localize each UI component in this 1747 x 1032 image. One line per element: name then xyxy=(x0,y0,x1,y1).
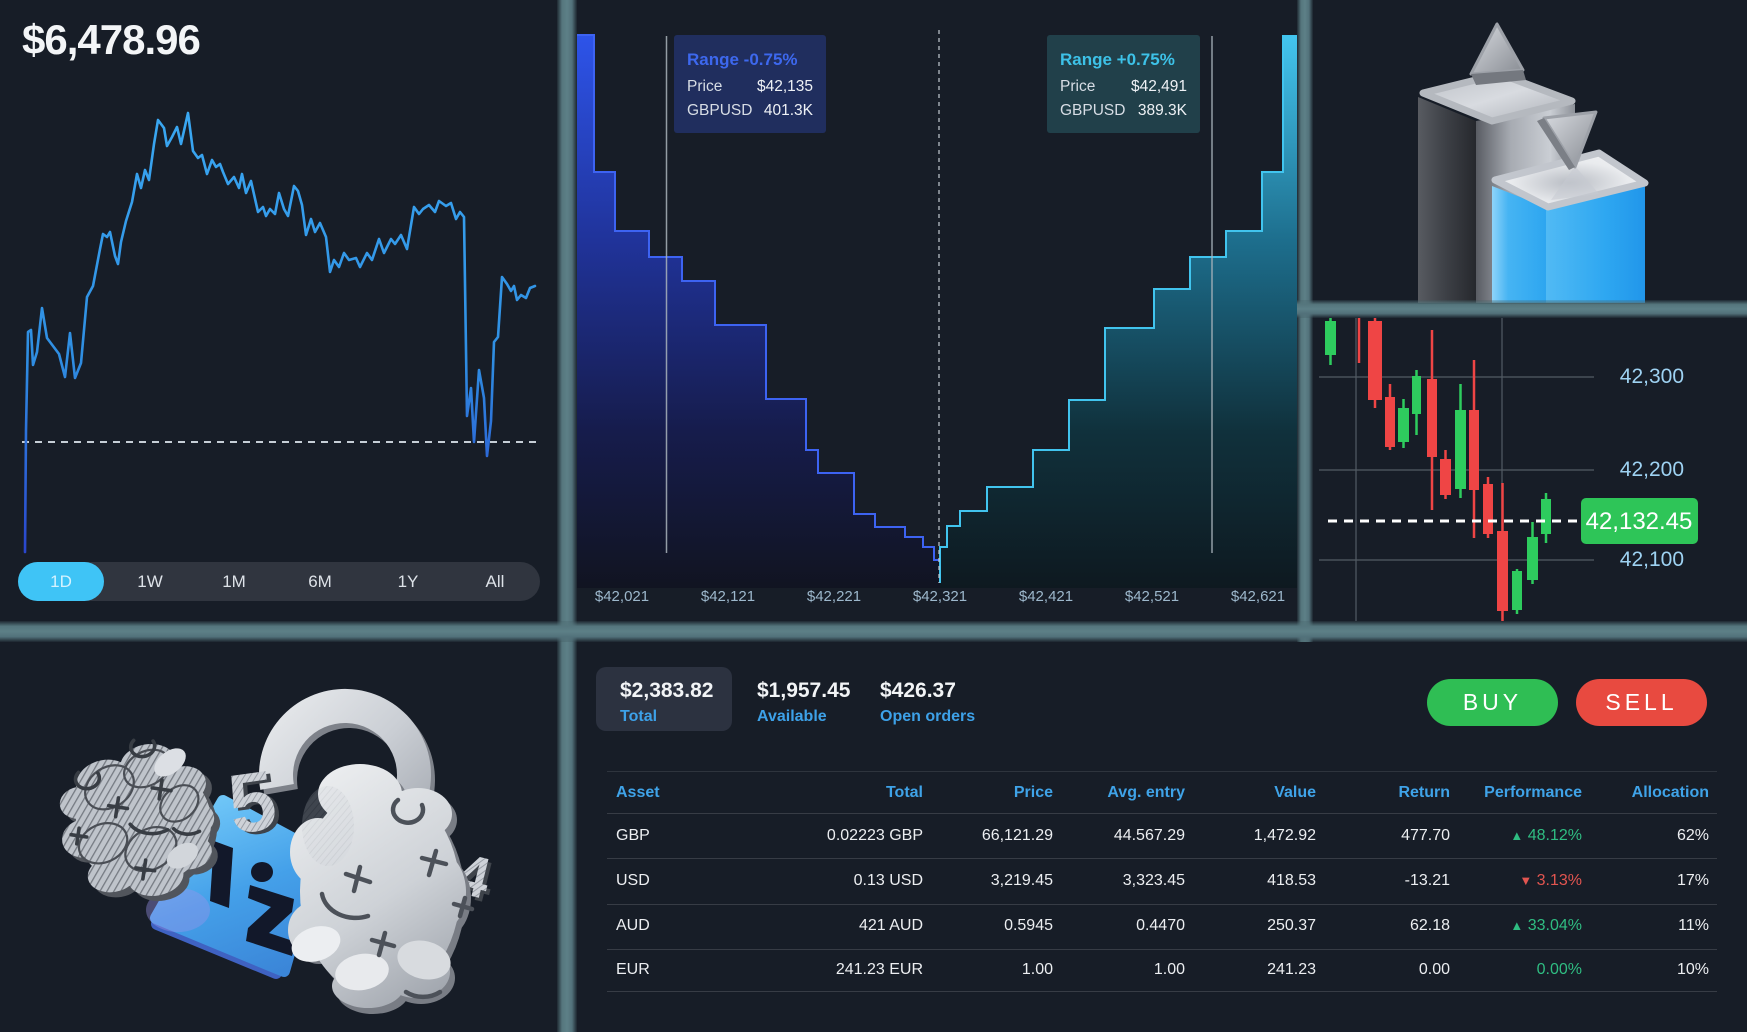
svg-text:42,132.45: 42,132.45 xyxy=(1586,508,1693,535)
